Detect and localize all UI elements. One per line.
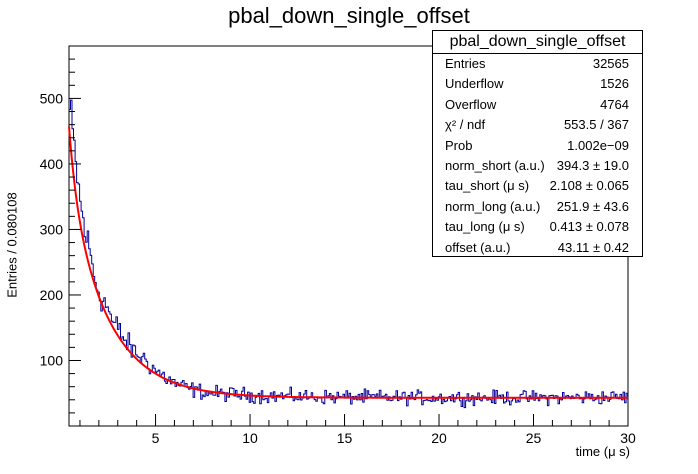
- x-tick-label: 30: [620, 430, 636, 446]
- stats-row: Underflow 1526: [433, 74, 642, 94]
- stats-row: tau_long (μ s) 0.413 ± 0.078: [433, 217, 642, 237]
- stats-row: χ² / ndf 553.5 / 367: [433, 115, 642, 135]
- x-tick-label: 5: [152, 430, 160, 446]
- stats-row-value: 2.108 ± 0.065: [549, 178, 629, 194]
- stats-row-value: 4764: [600, 96, 629, 112]
- stats-row-value: 0.413 ± 0.078: [549, 219, 629, 235]
- histogram-series: [69, 99, 629, 409]
- stats-row-value: 394.3 ± 19.0: [556, 157, 629, 173]
- y-tick-label: 200: [40, 287, 64, 303]
- stats-row-label: Underflow: [445, 76, 504, 92]
- stats-box-title: pbal_down_single_offset: [433, 31, 642, 54]
- stats-row: offset (a.u.) 43.11 ± 0.42: [433, 238, 642, 258]
- stats-row-label: offset (a.u.): [445, 239, 511, 255]
- stats-row-label: Entries: [445, 56, 486, 71]
- x-tick-label: 20: [431, 430, 447, 446]
- y-axis-label: Entries / 0.080108: [4, 192, 20, 298]
- fit-curve: [68, 126, 628, 399]
- chart-title: pbal_down_single_offset: [228, 3, 470, 28]
- y-tick-label: 400: [40, 156, 64, 172]
- stats-row-label: tau_long (μ s): [445, 219, 525, 235]
- x-axis-label: time (μ s): [575, 444, 630, 459]
- stats-row-value: 1.002e−09: [567, 137, 629, 153]
- stats-row: norm_short (a.u.) 394.3 ± 19.0: [433, 156, 642, 176]
- stats-row-label: Prob: [445, 137, 473, 153]
- x-tick-label: 15: [337, 430, 353, 446]
- y-tick-label: 100: [40, 352, 64, 368]
- stats-row-value: 43.11 ± 0.42: [557, 239, 629, 255]
- stats-row-label: norm_short (a.u.): [445, 157, 545, 173]
- x-tick-label: 25: [526, 430, 542, 446]
- stats-box: pbal_down_single_offset Entries 32565 Unde…: [432, 30, 643, 257]
- stats-row-value: 1526: [600, 76, 629, 92]
- stats-row-label: Overflow: [445, 96, 497, 112]
- y-tick-label: 300: [40, 221, 64, 237]
- stats-rows: Entries 32565 Underflow 1526 Overflow 4764 χ² …: [433, 54, 642, 258]
- stats-row: norm_long (a.u.) 251.9 ± 43.6: [433, 197, 642, 217]
- stats-row-value: 553.5 / 367: [563, 117, 629, 133]
- stats-row-label: χ² / ndf: [445, 117, 486, 133]
- stats-row-label: norm_long (a.u.): [445, 198, 541, 214]
- stats-row: Overflow 4764: [433, 95, 642, 115]
- x-tick-label: 10: [242, 430, 258, 446]
- stats-row-label: tau_short (μ s): [445, 178, 530, 194]
- stats-row: tau_short (μ s) 2.108 ± 0.065: [433, 176, 642, 196]
- y-tick-label: 500: [40, 90, 64, 106]
- stats-row-value: 251.9 ± 43.6: [556, 198, 629, 214]
- stats-row-value: 32565: [592, 56, 629, 71]
- stats-row: Prob 1.002e−09: [433, 136, 642, 156]
- stats-row: Entries 32565: [433, 54, 642, 74]
